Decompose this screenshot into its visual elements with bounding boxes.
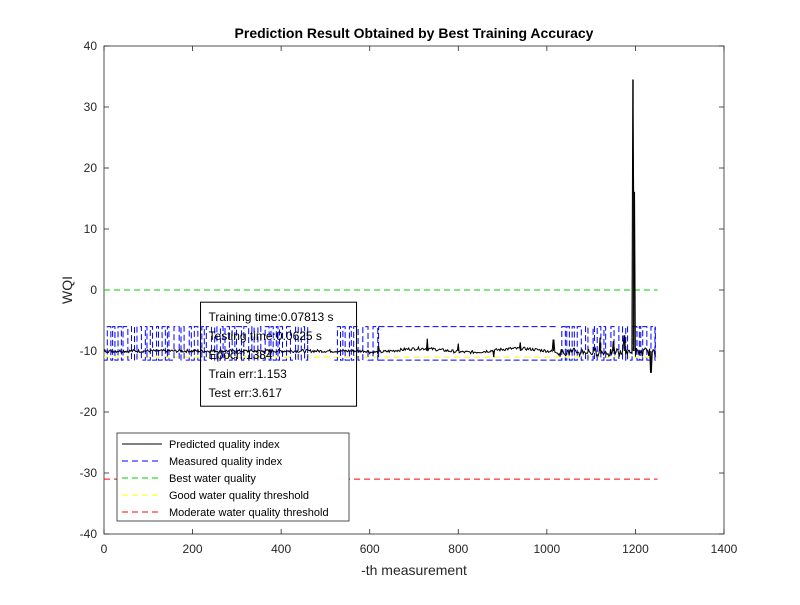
annotation-box: Training time:0.07813 s Testing time:0.06… (200, 301, 358, 407)
y-axis-label: WQI (59, 276, 75, 304)
annotation-line: Training time:0.07813 s (209, 310, 334, 324)
legend-label: Best water quality (169, 473, 256, 485)
legend-label: Predicted quality index (169, 439, 280, 451)
measured-series-segment (557, 326, 656, 361)
x-tick-label: 400 (271, 542, 291, 556)
measured-series-segment (334, 326, 380, 361)
annotation-line: Epoch:1384 (209, 348, 273, 362)
annotation-line: Train err:1.153 (209, 367, 288, 381)
y-tick-label: 40 (84, 39, 98, 53)
x-axis-label: -th measurement (361, 562, 467, 578)
y-tick-label: 30 (84, 100, 98, 114)
y-tick-label: -20 (80, 405, 98, 419)
y-tick-label: 20 (84, 161, 98, 175)
predicted-series-line (104, 79, 656, 373)
x-tick-label: 800 (448, 542, 468, 556)
annotation-line: Testing time:0.0625 s (209, 329, 322, 343)
x-tick-label: 1000 (534, 542, 561, 556)
x-tick-label: 1400 (711, 542, 738, 556)
annotation-line: Test err:3.617 (209, 386, 283, 400)
y-tick-label: -30 (80, 466, 98, 480)
x-tick-label: 1200 (622, 542, 649, 556)
legend-box (116, 432, 350, 522)
measured-series-segment (104, 326, 309, 361)
x-tick-label: 0 (101, 542, 108, 556)
legend-label: Measured quality index (169, 456, 283, 468)
y-tick-label: -10 (80, 344, 98, 358)
x-tick-label: 200 (183, 542, 203, 556)
y-tick-label: -40 (80, 527, 98, 541)
annotation-frame (200, 301, 358, 407)
legend-label: Moderate water quality threshold (169, 507, 329, 519)
y-tick-label: 0 (90, 283, 97, 297)
y-tick-label: 10 (84, 222, 98, 236)
legend-label: Good water quality threshold (169, 490, 309, 502)
legend: Predicted quality index Measured quality … (116, 432, 350, 522)
chart-title: Prediction Result Obtained by Best Train… (235, 25, 594, 41)
x-tick-label: 600 (360, 542, 380, 556)
